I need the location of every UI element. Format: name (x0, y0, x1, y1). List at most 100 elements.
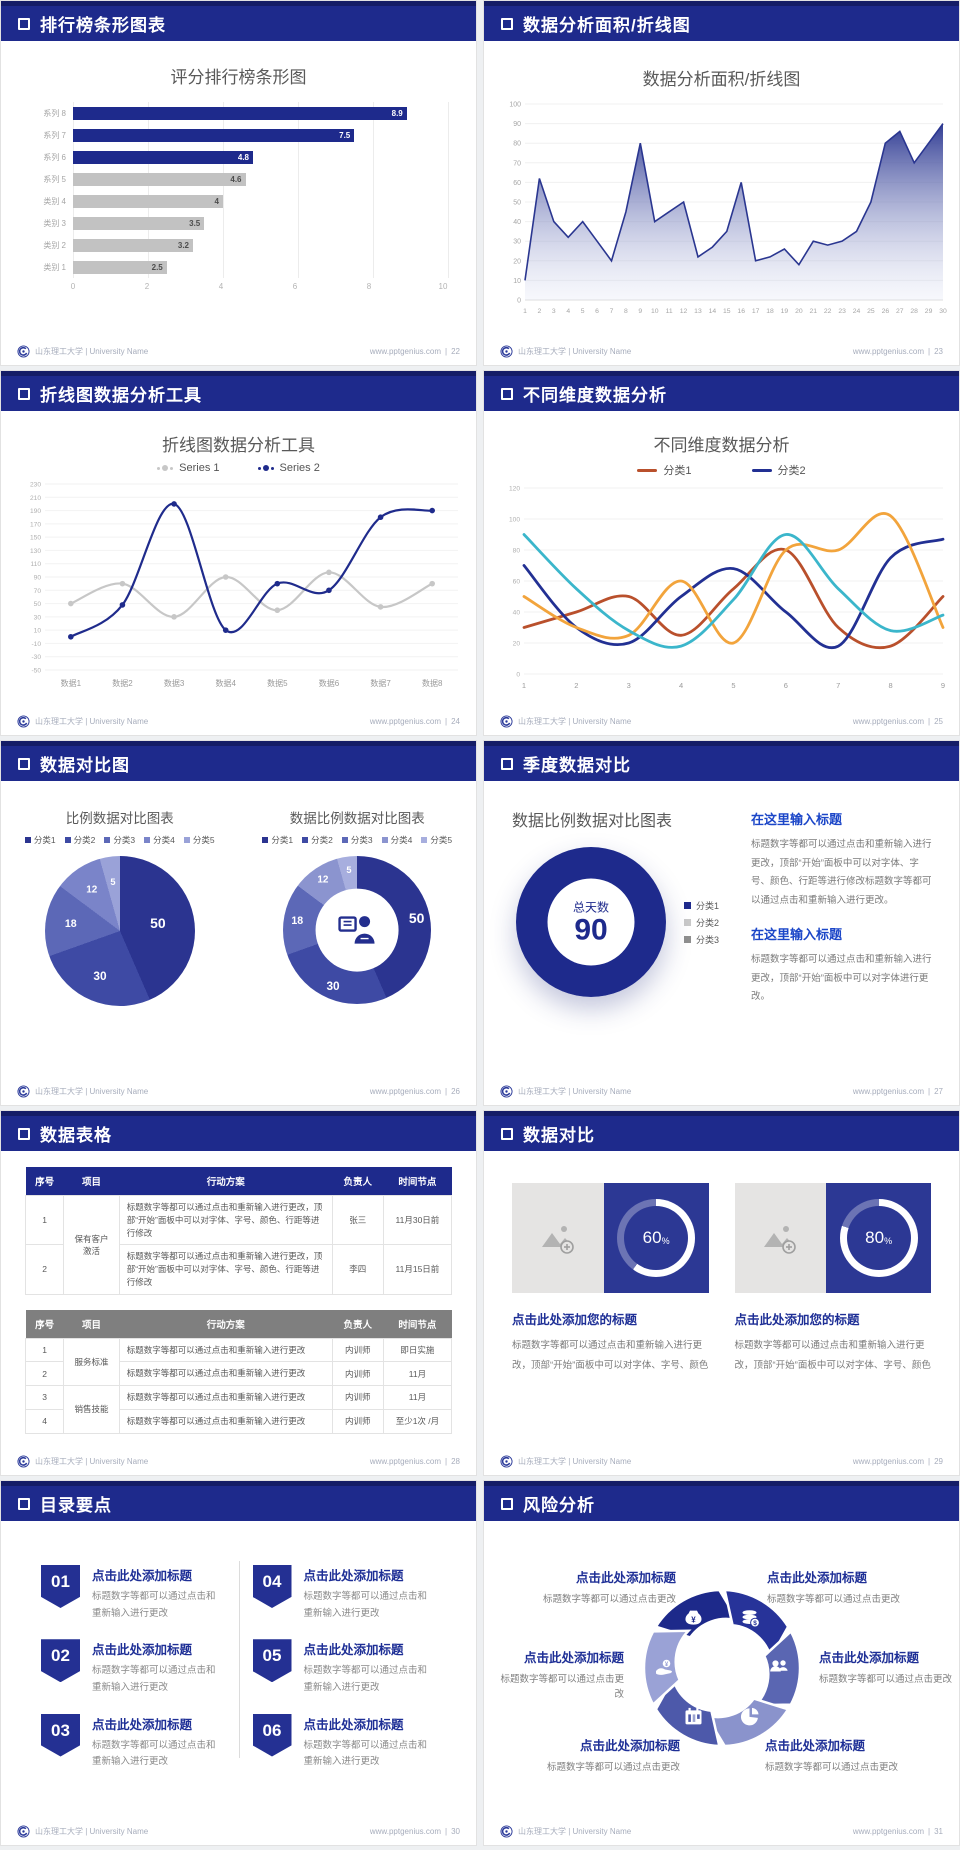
axis-tick-label: 28 (910, 308, 918, 315)
axis-tick-label: 210 (30, 495, 41, 502)
slide-ranking-bar-chart[interactable]: 排行榜条形图表 评分排行榜条形图 系列 8 8.9 系列 7 7.5 系列 6 4.8 系列… (0, 0, 477, 366)
legend-cat-1: 分类1 (637, 462, 692, 478)
card-body-text: 标题数字等都可以通过点击和重新输入进行更改，顶部“开始”面板中可以对字体、字号、… (512, 1340, 709, 1371)
footer-org: 山东理工大学 | University Name (518, 717, 632, 726)
toc-text: 点击此处添加标题 标题数字等都可以通过点击和重新输入进行更改 (304, 1714, 437, 1771)
slide-toc-points[interactable]: 目录要点 01 点击此处添加标题 标题数字等都可以通过点击和重新输入进行更改 02 点击… (0, 1480, 477, 1846)
axis-tick-label: 40 (513, 610, 521, 617)
toc-item: 02 点击此处添加标题 标题数字等都可以通过点击和重新输入进行更改 (41, 1639, 225, 1696)
coins-icon: $ (742, 1610, 760, 1628)
university-logo-icon (17, 1825, 30, 1838)
column-header: 负责人 (332, 1167, 384, 1196)
table-cell: 标题数字等都可以通过点击和重新输入进行更改 (118, 1385, 333, 1410)
footer-separator: | (445, 347, 448, 356)
bar-row: 类别 1 2.5 (43, 256, 448, 278)
table-cell: 标题数字等都可以通过点击和重新输入进行更改，顶部“开始”面板中可以对字体、字号、… (118, 1244, 333, 1295)
page-number: 30 (451, 1827, 460, 1836)
toc-heading: 点击此处添加标题 (92, 1717, 193, 1732)
slide-line-chart-tool[interactable]: 折线图数据分析工具 折线图数据分析工具 Series 1 Series 2 23… (0, 370, 477, 736)
line-chart: 0 20 40 60 80 100 120 1 2 3 4 5 6 7 8 9 (509, 486, 945, 691)
slide-header: 折线图数据分析工具 (1, 371, 476, 411)
bar-value-label: 7.5 (339, 130, 351, 140)
table-row: 3 销售技能 标题数字等都可以通过点击和重新输入进行更改 内训师 11月 (24, 1385, 453, 1434)
column-header: 行动方案 (119, 1167, 333, 1196)
risk-label-mid-right: 点击此处添加标题 标题数字等都可以通过点击更改 (819, 1651, 953, 1685)
table-cell: 4 (24, 1408, 65, 1434)
chart-shape (119, 580, 126, 587)
slide-data-tables[interactable]: 数据表格 序号 项目 行动方案 负责人 时间节点 1 保有客户激活 标题数字等都可以通过点击和… (0, 1110, 477, 1476)
slide-header: 排行榜条形图表 (1, 1, 476, 41)
series2-marker-icon (257, 465, 274, 471)
chart-title: 不同维度数据分析 (653, 436, 790, 455)
axis-tick-label: 数据1 (61, 678, 82, 688)
axis-tick-label: 50 (34, 601, 42, 608)
axis-tick-label: 100 (509, 517, 520, 524)
chart-shape (525, 123, 943, 300)
slide-header-title: 数据表格 (40, 1126, 112, 1145)
slide-risk-analysis[interactable]: 风险分析 点击此处添加标题 标题数字等都可以通过点击更改 点击此处添加标题 标题… (483, 1480, 960, 1846)
page-number: 25 (934, 717, 943, 726)
footer-separator: | (445, 717, 448, 726)
axis-tick-label: 90 (34, 575, 42, 582)
legend-item: 分类5 (421, 834, 452, 846)
slide-quarter-comparison[interactable]: 季度数据对比 数据比例数据对比图表 总天数 90 分类1 分类2 分类3 在这里输入标… (483, 740, 960, 1106)
axis-tick-label: 110 (30, 561, 41, 568)
bar-chart: 系列 8 8.9 系列 7 7.5 系列 6 4.8 系列 5 4.6 类别 4 4 类别 3 3.5… (25, 102, 449, 291)
toc-item: 06 点击此处添加标题 标题数字等都可以通过点击和重新输入进行更改 (252, 1713, 437, 1771)
slide-header: 数据对比 (484, 1111, 959, 1151)
card-body-text: 标题数字等都可以通过点击和重新输入进行更改，顶部“开始”面板中可以对字体、字号、… (734, 1340, 931, 1371)
axis-tick-label: 13 (694, 308, 702, 315)
slide-footer: 山东理工大学 | University Name www.pptgenius.c… (17, 1085, 460, 1098)
column-divider (238, 1561, 240, 1758)
percent-value: 60 (642, 1228, 662, 1247)
bar-value-label: 2.5 (151, 262, 163, 272)
footer-org: 山东理工大学 | University Name (35, 347, 149, 356)
legend-item: 分类1 (262, 834, 293, 846)
axis-tick-label: 3 (552, 308, 556, 315)
series1-marker-icon (157, 465, 174, 471)
square-bullet-icon (501, 17, 513, 30)
card-media: 80% (734, 1183, 931, 1293)
axis-tick-label: 数据7 (370, 678, 391, 688)
legend-swatch-icon (262, 837, 269, 843)
axis-tick-label: 数据8 (422, 678, 443, 688)
footer-separator: | (928, 1457, 931, 1466)
table-cell: 内训师 (331, 1361, 384, 1386)
pie-legend: 分类1 分类2 分类3 分类4 分类5 (24, 834, 215, 846)
axis-tick-label: 4 (566, 308, 570, 315)
slide-header: 风险分析 (484, 1481, 959, 1521)
axis-tick-label: 数据2 (112, 678, 133, 688)
university-logo-icon (500, 1085, 513, 1098)
slide-multi-line-chart[interactable]: 不同维度数据分析 不同维度数据分析 分类1 分类2 0 20 40 60 80 100 12… (483, 370, 960, 736)
legend-series-2: Series 2 (257, 462, 320, 474)
legend-item: 分类3 (341, 834, 373, 846)
pie-title: 比例数据对比图表 (65, 811, 174, 826)
axis-tick-label: 190 (30, 508, 41, 515)
slide-percent-comparison[interactable]: 数据对比 60% 点击此处添加您的标题 标题数字等都可以通过点击和重新输入进行更改，… (483, 1110, 960, 1476)
bar-row: 系列 7 7.5 (43, 124, 448, 146)
svg-text:¥: ¥ (665, 1662, 669, 1668)
bar-row: 系列 8 8.9 (43, 102, 448, 124)
bar-track: 4.6 (73, 172, 448, 186)
slide-pie-comparison[interactable]: 数据对比图 比例数据对比图表 分类1 分类2 分类3 分类4 分类5 50 30 18 12 5… (0, 740, 477, 1106)
axis-tick-label: 19 (781, 308, 789, 315)
slide-footer: 山东理工大学 | University Name www.pptgenius.c… (500, 1825, 943, 1838)
footer-site: www.pptgenius.com (369, 717, 442, 726)
slide-area-chart[interactable]: 数据分析面积/折线图 数据分析面积/折线图 0 10 20 30 40 50 60 70 80 9… (483, 0, 960, 366)
axis-tick-label: 17 (752, 308, 760, 315)
slide-header-title: 风险分析 (523, 1496, 595, 1515)
axis-tick-label: 10 (651, 308, 659, 315)
axis-tick-label: 10 (34, 628, 42, 635)
data-table: 序号 项目 行动方案 负责人 时间节点 1 服务标准 标题数字等都可以通过点击和重新输入进行更… (24, 1309, 453, 1434)
slide-footer: 山东理工大学 | University Name www.pptgenius.c… (17, 1825, 460, 1838)
risk-label-top-right: 点击此处添加标题 标题数字等都可以通过点击更改 (767, 1571, 901, 1605)
toc-heading: 点击此处添加标题 (92, 1569, 193, 1583)
axis-tick-label: 26 (882, 308, 890, 315)
table-body: 1 保有客户激活 标题数字等都可以通过点击和重新输入进行更改，顶部“开始”面板中可以… (24, 1194, 453, 1295)
university-logo-icon (17, 715, 30, 728)
axis-tick-label: 50 (513, 200, 521, 207)
slide-header-title: 数据对比图 (40, 756, 130, 775)
slide-footer: 山东理工大学 | University Name www.pptgenius.c… (17, 715, 460, 728)
legend-swatch-icon (684, 918, 691, 926)
image-placeholder (734, 1183, 827, 1293)
